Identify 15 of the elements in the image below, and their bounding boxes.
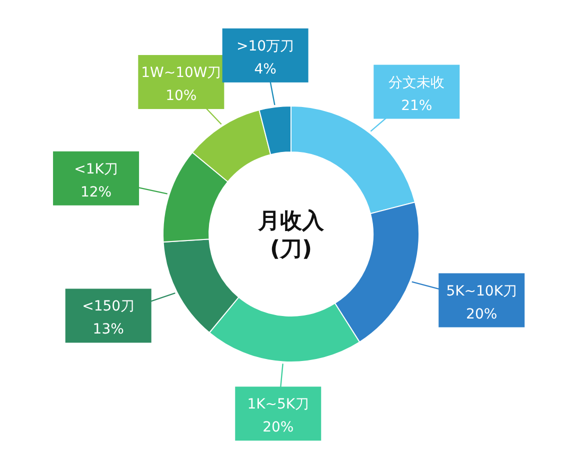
data-label: 21%: [401, 98, 432, 114]
text: 月收入 (刀): [257, 209, 325, 262]
slice-label: >10万刀: [236, 38, 294, 54]
data-label: 12%: [80, 184, 112, 200]
slice-label: 1K~5K刀: [247, 396, 310, 413]
slice-label: <150刀: [82, 298, 135, 315]
data-label: 13%: [92, 322, 124, 338]
data-label: 10%: [166, 88, 197, 104]
slice-label: 分文未收: [388, 74, 445, 91]
data-label: 20%: [466, 306, 498, 322]
data-label: 4%: [254, 61, 276, 78]
data-label: 20%: [262, 420, 294, 436]
slice-label: 5K~10K刀: [446, 283, 518, 300]
slice-label: <1K刀: [74, 161, 118, 178]
slice-label: 1W~10W刀: [141, 65, 222, 82]
